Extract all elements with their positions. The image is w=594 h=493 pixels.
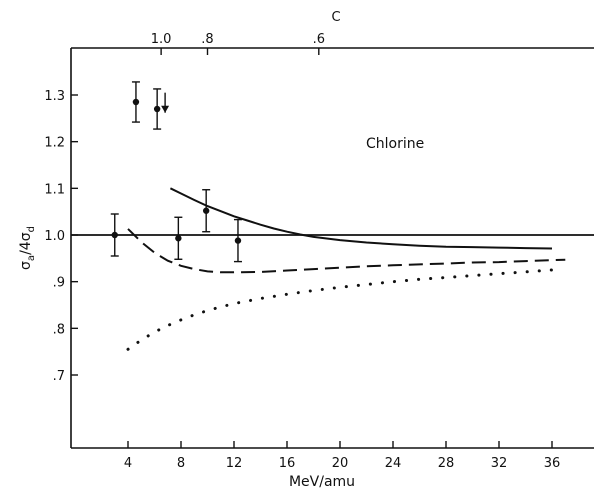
data-points — [110, 81, 242, 263]
x-tick-label: 24 — [385, 456, 402, 471]
plot-frame — [70, 47, 594, 449]
x-tick-label: 8 — [177, 456, 185, 471]
y-ticks: .7 .8 .9 1.0 1.1 1.2 1.3 — [44, 89, 78, 384]
y-tick-label: 1.0 — [44, 229, 65, 244]
solid-curve — [169, 187, 553, 250]
data-point — [202, 207, 210, 214]
y-tick-label: .7 — [53, 369, 65, 384]
dashed-curve — [127, 228, 566, 274]
y-tick-label: .9 — [53, 276, 65, 291]
x-tick-label: 28 — [438, 456, 455, 471]
y-axis-title-sub-d: d — [26, 226, 37, 232]
top-tick-label: 1.0 — [151, 32, 172, 47]
data-point — [153, 105, 161, 113]
dotted-curve — [126, 268, 554, 351]
y-axis-title: σa/4σd — [18, 226, 37, 270]
top-tick-label: .8 — [201, 32, 213, 47]
data-point — [175, 235, 182, 242]
arrow-marker-group — [161, 92, 170, 113]
arrow-head — [161, 105, 170, 113]
curves — [126, 187, 566, 351]
y-tick-label: .8 — [53, 322, 65, 337]
top-axis-title: C — [331, 10, 340, 25]
x-ticks: 4 8 12 16 20 24 28 32 36 — [124, 441, 560, 471]
y-tick-label: 1.3 — [44, 89, 65, 104]
y-axis-title-sub-a: a — [26, 255, 37, 261]
top-axis-ticks: 1.0 .8 .6 — [151, 32, 325, 55]
top-tick-label: .6 — [313, 32, 325, 47]
chlorine-annotation: Chlorine — [366, 136, 424, 152]
x-tick-label: 12 — [226, 456, 243, 471]
y-axis-title-divide: /4 — [18, 241, 34, 255]
y-axis-title-sigma-2: σ — [18, 232, 34, 241]
x-axis-title: MeV/amu — [289, 474, 355, 490]
x-tick-label: 16 — [279, 456, 296, 471]
x-tick-label: 32 — [491, 456, 508, 471]
data-point — [132, 98, 140, 106]
data-point — [234, 237, 242, 244]
y-tick-label: 1.2 — [44, 136, 65, 151]
x-tick-label: 4 — [124, 456, 132, 471]
data-point — [111, 231, 118, 239]
y-axis-title-sigma: σ — [18, 261, 34, 270]
y-tick-label: 1.1 — [44, 182, 65, 197]
x-tick-label: 36 — [544, 456, 561, 471]
x-tick-label: 20 — [332, 456, 349, 471]
